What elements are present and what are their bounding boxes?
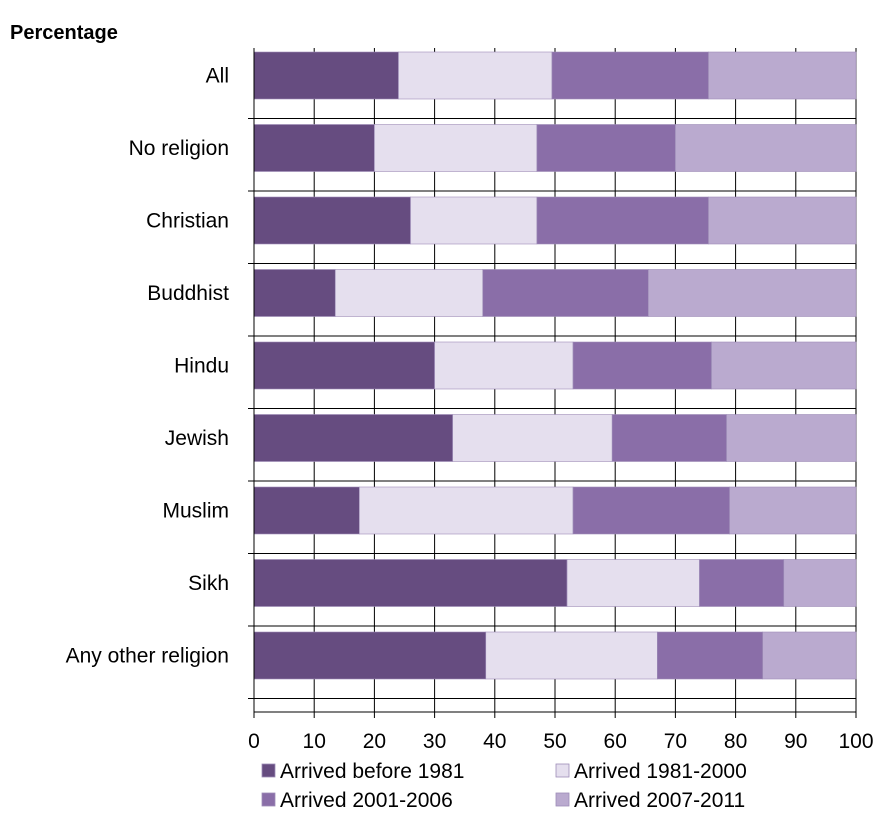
bar-segment [711, 341, 857, 390]
legend-swatch [555, 792, 570, 807]
bar-segment [253, 269, 336, 317]
bar-segment [253, 196, 411, 245]
bar-segment [572, 486, 730, 535]
bar-segment [452, 414, 613, 462]
bar-segment [762, 631, 857, 680]
bar-segment [551, 51, 709, 100]
bar-segment [729, 486, 857, 535]
legend-item: Arrived before 1981 [261, 760, 464, 783]
bar-segment [572, 341, 712, 390]
bar-segment [675, 124, 857, 172]
bar-segment [253, 631, 487, 680]
category-label: Muslim [163, 500, 230, 523]
bar-segment [611, 414, 727, 462]
x-tick-label: 70 [664, 730, 687, 753]
legend-swatch [261, 763, 276, 778]
bar-segment [485, 631, 658, 680]
category-label: All [206, 65, 229, 88]
x-tick-label: 0 [248, 730, 260, 753]
bar-segment [783, 559, 857, 607]
bars [253, 51, 857, 680]
legend-swatch [261, 792, 276, 807]
bar-segment [374, 124, 538, 172]
category-label: Jewish [165, 427, 229, 450]
category-label: Christian [146, 210, 229, 233]
bar-segment [359, 486, 574, 535]
x-tick-label: 60 [604, 730, 627, 753]
bar-segment [536, 196, 709, 245]
category-label: Sikh [188, 572, 229, 595]
bar-segment [708, 51, 857, 100]
legend-swatch [555, 763, 570, 778]
legend-label: Arrived before 1981 [280, 760, 464, 783]
x-tick-label: 10 [303, 730, 326, 753]
bar-segment [657, 631, 763, 680]
legend-label: Arrived 1981-2000 [574, 760, 747, 783]
bar-segment [482, 269, 649, 317]
bar-segment [253, 486, 360, 535]
x-tick-label: 50 [543, 730, 566, 753]
bar-segment [699, 559, 785, 607]
bar-segment [253, 414, 453, 462]
legend-item: Arrived 2001-2006 [261, 789, 453, 812]
legend-label: Arrived 2001-2006 [280, 789, 453, 812]
bar-segment [253, 124, 375, 172]
bar-segment [434, 341, 574, 390]
bar-segment [566, 559, 700, 607]
x-tick-label: 100 [838, 730, 873, 753]
bar-segment [334, 269, 484, 317]
x-tick-label: 20 [363, 730, 386, 753]
category-label: No religion [129, 137, 229, 160]
legend: Arrived before 1981 Arrived 1981-2000 Arri… [261, 760, 747, 812]
category-label: Buddhist [147, 282, 229, 305]
legend-label: Arrived 2007-2011 [574, 789, 745, 812]
bar-segment [536, 124, 676, 172]
category-label: Any other religion [66, 645, 229, 668]
x-tick-label: 90 [784, 730, 807, 753]
x-tick-label: 80 [724, 730, 747, 753]
category-label: Hindu [174, 355, 229, 378]
x-tick-label: 40 [483, 730, 506, 753]
bar-segment [726, 414, 857, 462]
bar-segment [648, 269, 857, 317]
legend-item: Arrived 2007-2011 [555, 789, 745, 812]
bar-segment [253, 559, 568, 607]
bar-segment [410, 196, 538, 245]
chart-title: Percentage [10, 22, 118, 44]
bar-segment [253, 51, 399, 100]
axes: All No religion Christian Buddhist Hindu Jewi… [66, 48, 874, 753]
bar-segment [708, 196, 857, 245]
legend-item: Arrived 1981-2000 [555, 760, 747, 783]
bar-segment [398, 51, 553, 100]
x-tick-label: 30 [423, 730, 446, 753]
bar-segment [253, 341, 435, 390]
